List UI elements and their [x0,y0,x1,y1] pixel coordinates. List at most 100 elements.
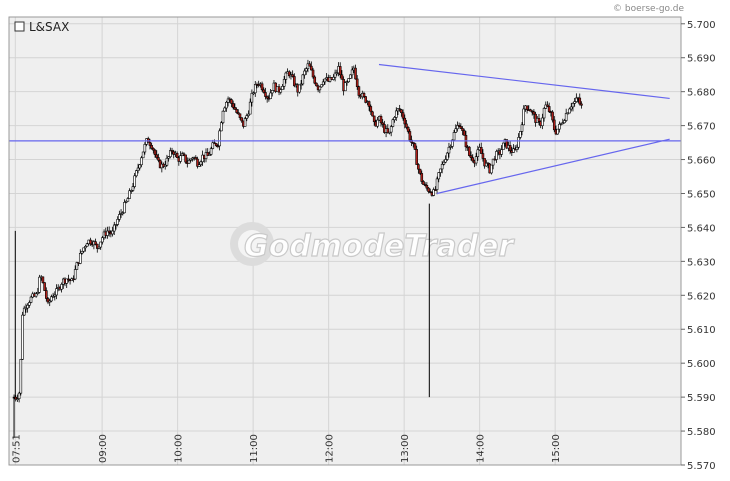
y-tick-label: 5.660 [687,156,716,167]
candle [262,89,266,93]
candle [196,158,199,167]
candle [486,162,490,165]
candle [303,70,306,76]
candle [89,239,92,245]
candle [22,307,26,316]
candle [226,98,230,103]
candle [221,110,225,124]
candle [457,125,461,127]
candle [313,76,317,84]
candle [45,290,48,299]
candle [153,149,157,156]
candle [243,118,247,127]
candle [425,184,429,189]
candle [335,72,339,75]
candle [194,157,198,160]
candle [233,107,237,110]
candle [434,189,437,191]
candle [500,149,503,155]
candle [444,159,447,163]
candle [46,298,50,303]
candle [82,247,85,252]
candle [546,104,549,107]
candle [51,296,55,298]
candle [483,158,486,167]
candle [518,131,522,138]
candle [547,106,551,112]
y-tick-label: 5.610 [687,325,716,336]
candle [422,181,425,185]
y-tick-label: 5.690 [687,54,716,65]
candle [209,148,213,155]
candle [293,76,296,87]
candle [389,126,393,133]
x-tick-label: 15:00 [551,434,562,463]
candle [133,175,136,187]
candle [206,152,210,156]
candle [474,156,478,164]
candle [94,241,97,245]
candle [231,103,235,108]
candle [55,288,58,296]
candle [338,66,342,76]
candle [236,112,240,115]
candle [563,120,566,124]
candle [364,96,368,103]
candle [369,106,373,113]
candle [184,154,187,163]
x-tick-label: 14:00 [476,434,487,463]
candle [301,74,305,85]
candle [36,292,40,294]
candle [157,157,160,161]
y-tick-label: 5.630 [687,257,716,268]
candle [97,246,101,249]
candle [442,161,446,165]
y-tick-label: 5.620 [687,291,716,302]
candle [520,124,524,132]
x-tick-label: 12:00 [325,434,336,463]
candle [393,117,396,121]
candle [211,142,215,149]
trendlines [9,63,681,195]
candle [476,149,480,157]
candle [451,139,454,147]
candle [490,164,493,174]
candle [320,84,323,88]
y-tick-label: 5.680 [687,88,716,99]
candle [406,127,410,132]
candle [401,112,405,119]
candle [60,284,63,290]
candle [136,167,140,171]
candle [398,108,401,111]
candle [381,122,384,125]
candle [344,82,347,92]
candle [140,157,143,166]
candle [38,276,41,293]
candle [247,113,250,116]
candle [323,78,327,83]
candle [367,101,371,107]
candle [250,92,254,103]
candle [73,269,77,280]
watermark-logo: GodmodeTrader [230,222,516,266]
candle [199,161,203,165]
candle [350,69,354,76]
candle [391,119,395,127]
candle [515,146,519,150]
candle [452,132,456,141]
candle [417,164,420,170]
candle [24,307,28,310]
candle [165,157,169,166]
candle [17,392,21,399]
y-tick-label: 5.640 [687,223,716,234]
candle [469,155,473,158]
candle [400,109,403,114]
candle [449,146,452,148]
candle [281,86,284,90]
candle [357,86,361,96]
candle [99,241,102,248]
candle [135,170,138,177]
candle [182,153,186,156]
y-tick-label: 5.650 [687,189,716,200]
candle [175,152,179,159]
